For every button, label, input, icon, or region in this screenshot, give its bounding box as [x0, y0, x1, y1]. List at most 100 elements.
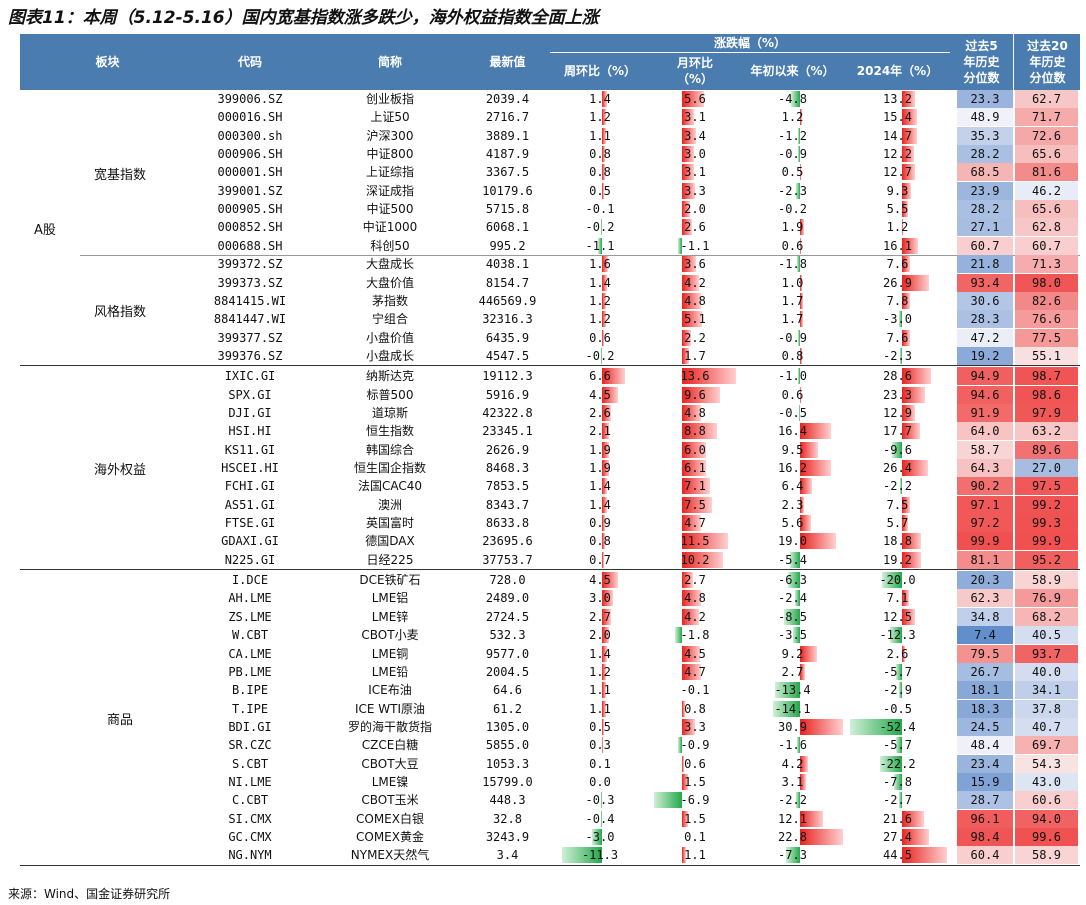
week-change: 0.8: [589, 147, 611, 162]
month-bar: [682, 773, 688, 790]
latest-value: 448.3: [489, 793, 526, 808]
month-bar: [682, 256, 697, 273]
ytd-bar: [800, 829, 843, 845]
y2024-change: 19.2: [883, 552, 912, 567]
month-bar: [682, 423, 718, 440]
index-name: CBOT小麦: [361, 628, 419, 643]
pct5-value: 58.7: [957, 440, 1013, 459]
y2024-bar: [901, 700, 902, 717]
pct20-value: 40.7: [1015, 717, 1078, 736]
index-code: FCHI.GI: [224, 479, 276, 494]
pct20-value: 71.7: [1015, 108, 1078, 127]
table-row: 399377.SZ 小盘价值 6435.9 0.6 2.2 -0.9 7.6 47.2 77.5: [20, 328, 1080, 347]
month-change: 4.7: [684, 664, 706, 679]
latest-value: 8468.3: [485, 461, 530, 475]
pct5-value: 94.9: [957, 367, 1013, 386]
month-change: 7.5: [684, 497, 706, 512]
pct5-value: 81.1: [957, 550, 1013, 569]
pct20-value: 69.7: [1015, 736, 1078, 755]
data-table: 板块 代码 简称 最新值 涨跌幅（%） 周环比（%） 月环比（%） 年初以来（%…: [20, 34, 1080, 866]
pct5-value: 93.4: [957, 273, 1013, 292]
ytd-change: -6.3: [778, 573, 807, 588]
month-bar: [682, 847, 687, 864]
index-code: CA.LME: [228, 646, 272, 661]
ytd-bar: [795, 590, 800, 607]
ytd-change: -0.2: [778, 202, 807, 217]
week-bar: [602, 663, 607, 680]
month-bar: [654, 792, 682, 809]
y2024-bar: [879, 755, 902, 772]
y2024-change: 26.9: [883, 275, 912, 290]
ytd-change: -2.4: [778, 591, 807, 606]
header-code: 代码: [237, 55, 262, 69]
pct20-value: 60.6: [1015, 791, 1078, 810]
y2024-bar: [902, 127, 917, 144]
index-code: N225.GI: [224, 552, 276, 567]
week-bar: [602, 423, 610, 440]
ytd-change: -1.0: [778, 369, 807, 384]
table-row: FTSE.GI 英国富时 8633.8 0.9 4.7 5.6 5.7 97.2 99.3: [20, 514, 1080, 533]
pct5-value: 23.4: [957, 754, 1013, 773]
pct20-value: 27.0: [1015, 459, 1078, 477]
week-bar: [602, 91, 607, 107]
month-change: 5.1: [684, 312, 706, 327]
header-week: 周环比（%）: [563, 64, 637, 78]
month-change: 0.6: [684, 756, 706, 771]
month-change: 1.7: [684, 348, 706, 363]
y2024-change: 26.4: [883, 461, 912, 475]
index-name: LME铜: [371, 646, 409, 661]
ytd-bar: [800, 164, 801, 181]
ytd-change: -2.2: [778, 793, 807, 808]
latest-value: 728.0: [489, 573, 526, 588]
ytd-bar: [800, 109, 803, 126]
week-change: 0.0: [589, 774, 611, 789]
ytd-change: 2.7: [781, 664, 804, 679]
ytd-change: -0.9: [778, 330, 807, 345]
index-code: I.DCE: [231, 573, 269, 588]
latest-value: 15799.0: [482, 774, 533, 789]
pct20-value: 82.6: [1015, 291, 1078, 310]
pct20-value: 40.5: [1015, 626, 1078, 645]
pct5-value: 26.7: [957, 662, 1013, 681]
ytd-bar: [800, 718, 843, 735]
pct20-value: 63.2: [1015, 422, 1078, 441]
month-bar: [682, 368, 737, 385]
header-pct5: 过去5年历史分位数: [963, 39, 1000, 85]
week-change: 0.1: [589, 756, 611, 771]
y2024-change: 7.8: [886, 293, 909, 308]
latest-value: 5715.8: [485, 202, 530, 217]
table-row: NG.NYM NYMEX天然气 3.4 -11.3 1.1 -7.3 44.5 60.4 58.…: [20, 846, 1080, 865]
index-name: 茅指数: [371, 293, 408, 308]
ytd-change: -13.4: [774, 683, 811, 698]
index-code: GDAXI.GI: [221, 534, 279, 549]
week-bar: [601, 347, 602, 364]
latest-value: 23345.1: [482, 424, 533, 439]
latest-value: 19112.3: [482, 369, 533, 384]
month-bar: [682, 496, 712, 513]
month-change: 4.8: [684, 293, 706, 308]
index-code: NG.NYM: [228, 848, 272, 863]
month-change: 2.7: [684, 573, 706, 588]
pct5-value: 23.9: [957, 181, 1013, 200]
pct5-value: 48.9: [957, 108, 1013, 127]
week-change: -0.1: [585, 202, 615, 217]
table-row: PB.LME LME铅 2004.5 1.2 4.7 2.7 -5.7 26.7 40.0: [20, 662, 1080, 681]
latest-value: 3.4: [496, 848, 519, 863]
index-code: 399376.SZ: [217, 348, 283, 363]
index-code: SI.CMX: [228, 811, 272, 826]
latest-value: 32316.3: [482, 312, 533, 327]
ytd-change: 0.6: [781, 387, 804, 402]
week-bar: [602, 682, 606, 699]
week-change: 1.2: [589, 293, 611, 308]
index-name: 韩国综合: [365, 442, 414, 457]
week-bar: [602, 256, 608, 273]
pct20-value: 76.9: [1015, 589, 1078, 608]
table-row: NI.LME LME镍 15799.0 0.0 1.5 3.1 -7.8 15.9 43.0: [20, 772, 1080, 791]
y2024-change: -52.4: [879, 719, 916, 734]
index-name: COMEX黄金: [356, 830, 424, 844]
y2024-bar: [889, 627, 902, 644]
ytd-bar: [788, 572, 800, 589]
pct5-value: 23.3: [957, 90, 1013, 108]
week-bar: [591, 829, 602, 845]
month-change: 4.2: [684, 275, 706, 290]
